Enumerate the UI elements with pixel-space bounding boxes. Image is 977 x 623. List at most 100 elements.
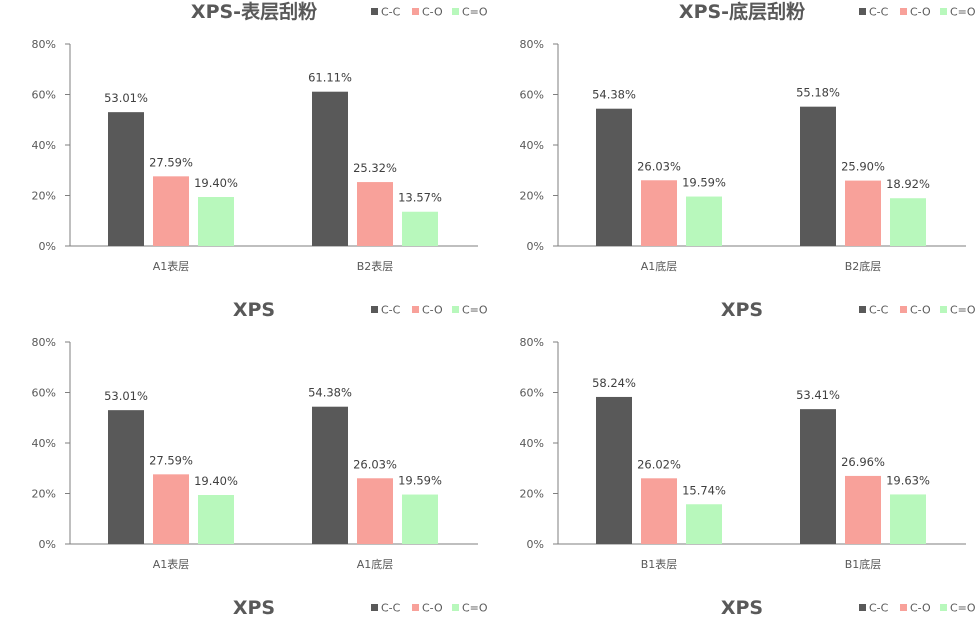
y-tick-label: 80% <box>32 38 56 51</box>
bar <box>800 409 836 544</box>
chart-panel-3: XPS C-C C-O C=O 0% 20% 40% 60% 80% 53.01% 27.59% 19… <box>0 298 488 588</box>
data-label: 15.74% <box>682 483 726 497</box>
chart-panel-5: XPS C-C C-O C=O <box>0 596 488 623</box>
legend-swatch <box>859 8 866 15</box>
y-tick-label: 20% <box>32 190 56 203</box>
legend-label: C-O <box>910 602 931 615</box>
legend-swatch <box>940 8 947 15</box>
data-label: 54.38% <box>592 88 636 102</box>
data-label: 27.59% <box>149 453 193 467</box>
bar <box>845 180 881 246</box>
chart-svg: XPS-底层刮粉 C-C C-O C=O 0% 20% 40% 60% 80% 54.38% 26.… <box>520 0 976 273</box>
data-label: 53.41% <box>796 388 840 402</box>
data-label: 19.63% <box>886 473 930 487</box>
legend-swatch <box>900 8 907 15</box>
category-label: B2底层 <box>845 259 882 273</box>
legend-label: C=O <box>462 602 488 615</box>
bar <box>596 396 632 544</box>
legend-swatch <box>371 8 378 15</box>
bar <box>357 182 393 246</box>
y-tick-label: 80% <box>520 38 544 51</box>
chart-title: XPS-表层刮粉 <box>191 0 317 23</box>
data-label: 27.59% <box>149 155 193 169</box>
legend-swatch <box>900 306 907 313</box>
category-label: B1底层 <box>845 557 882 571</box>
bar <box>686 504 722 544</box>
category-label: A1表层 <box>153 557 190 571</box>
legend-swatch <box>940 306 947 313</box>
category-label: A1底层 <box>641 259 678 273</box>
y-tick-label: 40% <box>32 139 56 152</box>
y-tick-label: 80% <box>32 336 56 349</box>
chart-title: XPS <box>721 597 763 619</box>
legend-swatch <box>859 604 866 611</box>
data-label: 55.18% <box>796 86 840 100</box>
y-tick-label: 20% <box>520 488 544 501</box>
y-tick-label: 40% <box>520 139 544 152</box>
data-label: 25.90% <box>841 160 885 174</box>
legend-label: C=O <box>462 6 488 19</box>
bar <box>198 495 234 544</box>
bar <box>890 198 926 246</box>
bar <box>641 180 677 246</box>
data-label: 19.59% <box>398 474 442 488</box>
legend-label: C-C <box>381 304 401 317</box>
data-label: 53.01% <box>104 389 148 403</box>
data-label: 54.38% <box>308 386 352 400</box>
legend-swatch <box>452 8 459 15</box>
y-tick-label: 20% <box>520 190 544 203</box>
chart-svg: XPS C-C C-O C=O <box>233 597 488 619</box>
chart-svg: XPS-表层刮粉 C-C C-O C=O 0% 20% 40% 60% 80% 53.01% 27.… <box>32 0 488 273</box>
legend-swatch <box>412 306 419 313</box>
bar <box>153 176 189 246</box>
chart-panel-1: XPS-表层刮粉 C-C C-O C=O 0% 20% 40% 60% 80% 53.01% 27.… <box>0 0 488 290</box>
y-tick-label: 60% <box>520 89 544 102</box>
y-tick-label: 0% <box>527 240 544 253</box>
chart-title: XPS <box>233 597 275 619</box>
legend-label: C-O <box>910 6 931 19</box>
legend-label: C=O <box>462 304 488 317</box>
data-label: 53.01% <box>104 91 148 105</box>
bar <box>641 478 677 544</box>
bar <box>312 91 348 246</box>
legend-swatch <box>452 604 459 611</box>
chart-panel-6: XPS C-C C-O C=O <box>488 596 976 623</box>
category-label: A1底层 <box>357 557 394 571</box>
bar <box>800 106 836 246</box>
chart-title: XPS-底层刮粉 <box>679 0 805 23</box>
chart-panel-4: XPS C-C C-O C=O 0% 20% 40% 60% 80% 58.24% 26.02% 15… <box>488 298 976 588</box>
legend-swatch <box>940 604 947 611</box>
chart-title: XPS <box>721 299 763 321</box>
data-label: 13.57% <box>398 191 442 205</box>
y-tick-label: 40% <box>520 437 544 450</box>
data-label: 26.03% <box>637 159 681 173</box>
bar <box>596 108 632 247</box>
category-label: B2表层 <box>357 259 394 273</box>
chart-title: XPS <box>233 299 275 321</box>
legend-swatch <box>371 604 378 611</box>
legend-label: C-C <box>869 6 889 19</box>
bar <box>153 474 189 544</box>
data-label: 26.96% <box>841 455 885 469</box>
y-tick-label: 60% <box>32 89 56 102</box>
data-label: 26.03% <box>353 457 397 471</box>
data-label: 19.59% <box>682 176 726 190</box>
bar <box>402 211 438 246</box>
data-label: 18.92% <box>886 177 930 191</box>
y-tick-label: 0% <box>39 240 56 253</box>
legend-label: C=O <box>950 304 976 317</box>
legend-swatch <box>371 306 378 313</box>
legend-label: C=O <box>950 602 976 615</box>
legend-swatch <box>452 306 459 313</box>
bar <box>198 197 234 246</box>
data-label: 19.40% <box>194 176 238 190</box>
category-label: B1表层 <box>641 557 678 571</box>
legend-label: C-C <box>869 602 889 615</box>
bar <box>312 406 348 544</box>
bar <box>357 478 393 544</box>
legend-swatch <box>900 604 907 611</box>
y-tick-label: 60% <box>520 387 544 400</box>
y-tick-label: 60% <box>32 387 56 400</box>
y-tick-label: 0% <box>527 538 544 551</box>
bar <box>845 475 881 544</box>
